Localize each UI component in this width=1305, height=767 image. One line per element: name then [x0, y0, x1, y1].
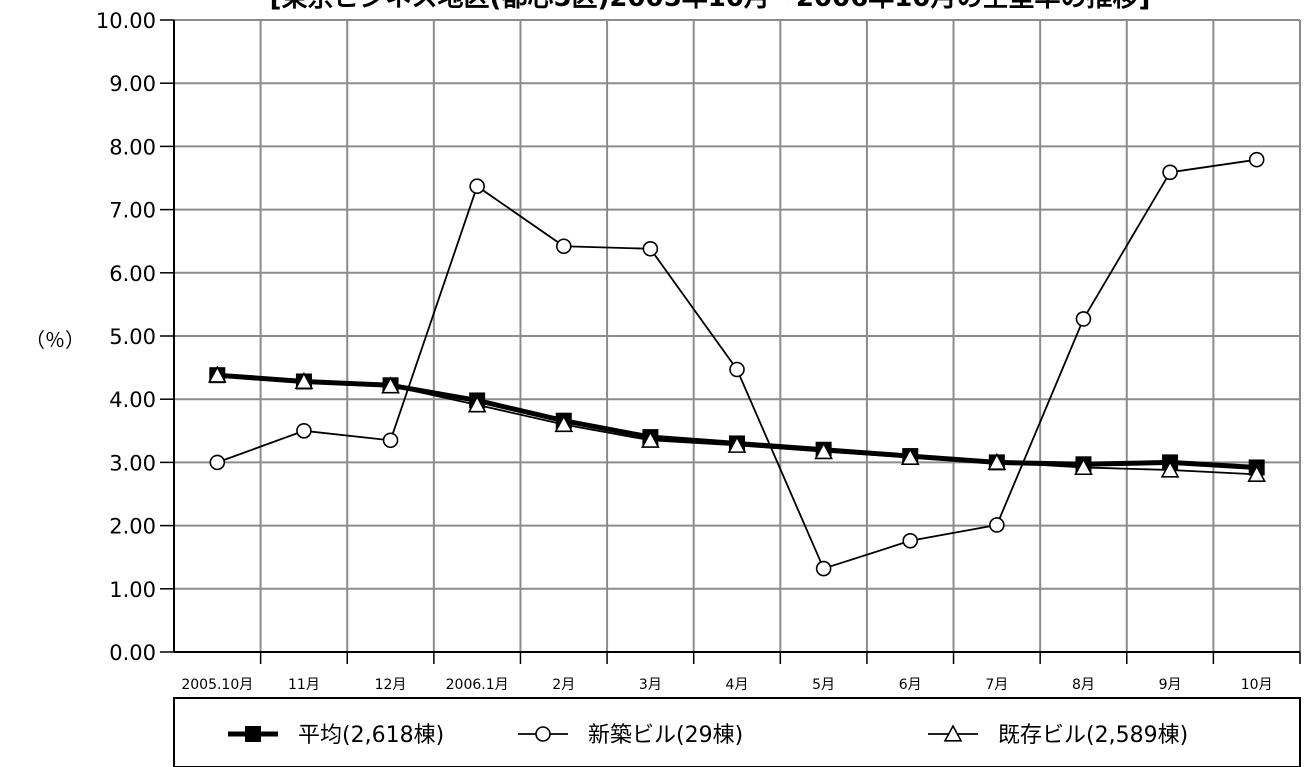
y-tick-label: 10.00: [96, 9, 156, 33]
data-point-triangle: [207, 365, 227, 383]
data-point-triangle: [1160, 460, 1180, 478]
x-tick-label: 4月: [726, 677, 749, 693]
data-point-circle: [729, 361, 745, 378]
x-tick-label: 9月: [1159, 677, 1182, 693]
x-tick-label: 11月: [288, 677, 320, 693]
x-tick-label: 10月: [1241, 677, 1273, 693]
grid-lines: [174, 19, 1301, 652]
y-tick-label: 3.00: [109, 451, 156, 475]
y-tick-labels: 0.00 1.00 2.00 3.00 4.00 5.00 6.00 7.00 8.00 9.00…: [96, 9, 156, 665]
y-tick-label: 5.00: [109, 325, 156, 349]
legend-box: [173, 697, 1301, 767]
x-tick-label: 3月: [639, 677, 662, 693]
data-point-circle: [989, 517, 1005, 533]
y-axis-label: （％）: [25, 328, 85, 352]
data-point-triangle: [381, 376, 400, 394]
data-point-circle: [535, 726, 551, 742]
data-point-circle: [209, 454, 226, 471]
x-tick-label: 5月: [812, 677, 835, 693]
data-point-circle: [296, 422, 312, 439]
x-tick-label: 2月: [552, 677, 575, 693]
data-point-circle: [1162, 164, 1178, 181]
y-tick-label: 2.00: [109, 515, 156, 539]
series-1: [209, 367, 1265, 476]
y-tick-label: 6.00: [109, 262, 156, 286]
x-tick-label: 6月: [899, 677, 922, 693]
data-point-triangle: [943, 724, 963, 742]
data-point-square: [245, 726, 261, 742]
legend: 平均(2,618棟) 新築ビル(29棟) 既存ビル(2,589棟): [173, 697, 1301, 767]
y-tick-label: 1.00: [109, 578, 156, 602]
legend-label: 既存ビル(2,589棟): [998, 723, 1188, 748]
x-tick-labels: 2005.10月 11月 12月 2006.1月 2月 3月 4月 5月 6月 7月 8月 9月 10月: [181, 677, 1272, 693]
y-tick-label: 4.00: [109, 388, 156, 412]
data-point-triangle: [467, 395, 487, 413]
data-point-triangle: [554, 414, 574, 433]
legend-label: 平均(2,618棟): [298, 723, 444, 748]
y-tick-label: 7.00: [109, 199, 156, 223]
data-point-triangle: [641, 430, 660, 448]
data-point-circle: [382, 432, 399, 449]
series-line: [217, 372, 1257, 470]
data-point-circle: [815, 560, 832, 577]
x-tick-label: 8月: [1072, 677, 1095, 693]
data-point-triangle: [1247, 464, 1267, 483]
series-group: [207, 151, 1267, 577]
y-tick-label: 9.00: [109, 72, 156, 96]
legend-label: 新築ビル(29棟): [588, 723, 743, 748]
data-point-triangle: [727, 435, 747, 453]
series-line: [217, 374, 1257, 476]
x-tick-label: 2005.10月: [181, 677, 253, 693]
y-tick-label: 8.00: [109, 135, 156, 159]
data-point-circle: [555, 238, 572, 255]
data-point-triangle: [900, 447, 920, 465]
data-point-circle: [902, 532, 919, 549]
x-tick-label: 7月: [985, 677, 1008, 693]
data-point-circle: [469, 178, 485, 195]
x-tick-label: 12月: [375, 677, 407, 693]
series-3: [207, 365, 1267, 483]
data-point-triangle: [294, 371, 314, 390]
y-tick-label: 0.00: [109, 641, 156, 665]
data-point-circle: [642, 240, 659, 257]
series-2: [209, 151, 1265, 577]
data-point-circle: [1075, 311, 1092, 327]
data-point-triangle: [1074, 457, 1093, 476]
data-point-triangle: [814, 441, 833, 460]
axes: [160, 19, 1301, 664]
x-tick-label: 2006.1月: [446, 677, 509, 693]
data-point-triangle: [987, 452, 1007, 471]
chart-title: [東京ビジネス地区(都心5区)2005年10月～2006年10月の空室率の推移]: [270, 0, 1151, 13]
data-point-circle: [1248, 151, 1265, 168]
